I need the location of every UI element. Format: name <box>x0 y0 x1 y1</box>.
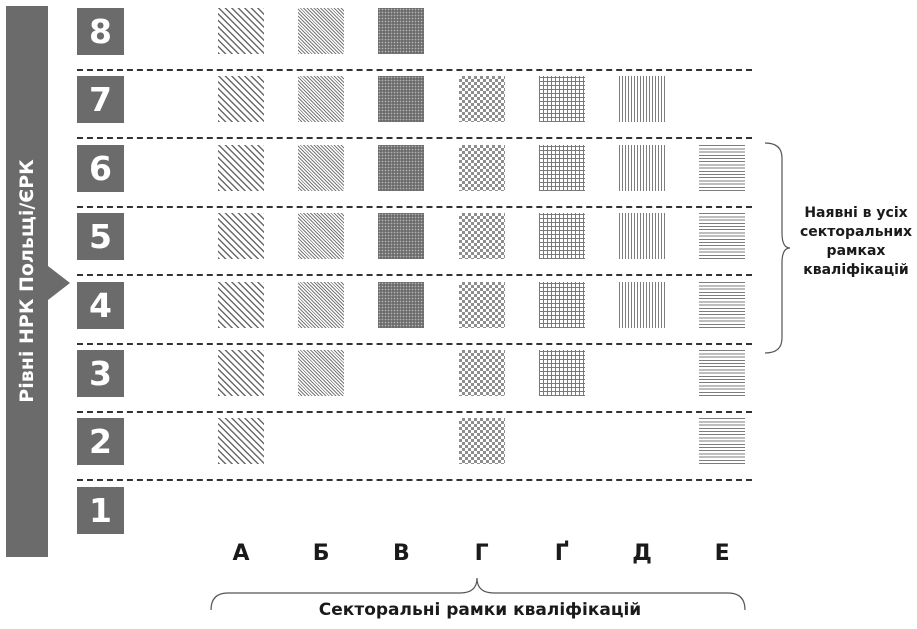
column-letter-1: А <box>232 541 250 566</box>
pattern-cell-8-1 <box>218 8 264 54</box>
right-label-line-4: кваліфікацій <box>803 262 909 278</box>
pattern-cell-5-2 <box>298 213 345 260</box>
side-bar <box>6 6 48 557</box>
pattern-cell-8-3 <box>378 8 425 54</box>
column-letter-3: В <box>393 541 410 566</box>
bottom-curly-bracket <box>210 577 746 611</box>
pattern-cell-4-3 <box>378 281 425 328</box>
level-7: 7 <box>77 76 124 124</box>
column-letter-5: Ґ <box>554 541 569 566</box>
pattern-cell-5-3 <box>378 213 425 260</box>
pattern-cell-7-3 <box>378 76 425 123</box>
column-letter-7: Е <box>714 541 730 566</box>
pattern-cell-4-5 <box>538 281 585 328</box>
pattern-cell-3-5 <box>538 350 585 396</box>
pattern-cell-6-1 <box>218 144 264 191</box>
pattern-cell-3-2 <box>298 350 345 396</box>
pattern-cell-3-1 <box>218 350 264 396</box>
right-label-line-3: рамках <box>826 243 886 259</box>
pattern-cell-5-4 <box>458 213 505 260</box>
level-8: 8 <box>77 8 124 55</box>
side-arrow-icon <box>48 266 70 300</box>
pattern-cell-7-5 <box>538 76 585 123</box>
pattern-cell-5-6 <box>619 213 665 260</box>
level-4: 4 <box>77 281 124 329</box>
pattern-cell-6-7 <box>699 144 746 191</box>
row-divider <box>77 205 752 208</box>
pattern-cell-5-5 <box>538 213 585 260</box>
level-1: 1 <box>77 486 124 534</box>
row-divider <box>77 411 752 413</box>
level-3: 3 <box>77 350 124 397</box>
level-2: 2 <box>77 418 124 466</box>
pattern-cell-5-1 <box>218 213 264 260</box>
pattern-cell-4-1 <box>218 281 264 328</box>
pattern-cell-5-7 <box>699 213 746 260</box>
row-divider <box>77 274 752 277</box>
pattern-cell-7-6 <box>619 76 665 123</box>
column-letter-2: Б <box>312 541 330 566</box>
pattern-cell-2-1 <box>218 418 264 465</box>
pattern-cell-3-4 <box>458 350 505 396</box>
row-divider <box>77 479 752 482</box>
right-bracket-label: Наявні в усіх секторальних рамках кваліф… <box>795 204 917 280</box>
pattern-cell-3-7 <box>699 350 746 396</box>
row-divider <box>77 342 752 345</box>
pattern-cell-4-7 <box>699 281 746 328</box>
pattern-cell-4-6 <box>619 281 665 328</box>
pattern-cell-2-7 <box>699 418 746 465</box>
row-divider <box>77 137 752 140</box>
pattern-cell-6-4 <box>458 144 505 191</box>
pattern-cell-7-2 <box>298 76 345 123</box>
column-letter-4: Г <box>474 541 489 566</box>
right-label-line-2: секторальних <box>799 224 913 240</box>
pattern-cell-6-2 <box>298 144 345 191</box>
pattern-cell-6-5 <box>538 144 585 191</box>
column-letter-6: Д <box>632 541 652 566</box>
pattern-cell-7-1 <box>218 76 264 123</box>
pattern-cell-7-4 <box>458 76 505 123</box>
pattern-cell-4-4 <box>458 281 505 328</box>
right-label-line-1: Наявні в усіх <box>804 205 908 221</box>
level-6: 6 <box>77 144 124 192</box>
pattern-cell-6-3 <box>378 144 425 191</box>
pattern-cell-6-6 <box>619 144 665 191</box>
pattern-cell-4-2 <box>298 281 345 328</box>
bottom-bracket-label: Секторальні рамки кваліфікацій <box>318 600 642 620</box>
pattern-cell-8-2 <box>298 8 345 54</box>
level-5: 5 <box>77 213 124 261</box>
pattern-cell-2-4 <box>458 418 505 465</box>
right-curly-bracket <box>764 142 791 354</box>
row-divider <box>77 69 752 71</box>
